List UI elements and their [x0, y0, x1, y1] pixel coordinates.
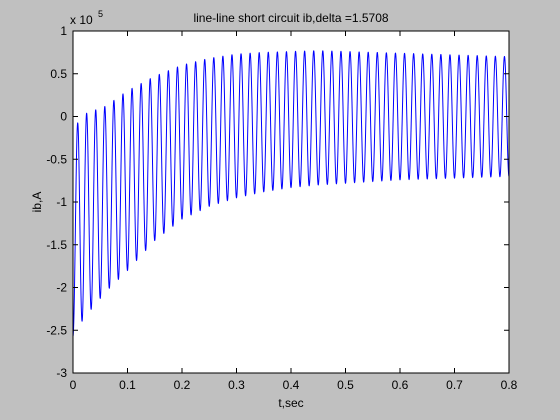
- y-multiplier-exponent: 5: [98, 9, 103, 19]
- y-tick-label: -2.5: [46, 323, 67, 337]
- x-tick-label: 0.3: [228, 378, 245, 392]
- x-tick-label: 0.7: [446, 378, 463, 392]
- plot-area: [73, 31, 509, 373]
- y-tick-label: -1: [56, 195, 67, 209]
- y-tick-label: -2: [56, 281, 67, 295]
- y-tick-label: 1: [60, 24, 67, 38]
- y-multiplier-label: x 10: [70, 13, 93, 27]
- x-tick-label: 0: [70, 378, 77, 392]
- y-axis-label: ib,A: [30, 192, 44, 213]
- chart-title: line-line short circuit ib,delta =1.5708: [193, 11, 388, 25]
- x-tick-label: 0.1: [119, 378, 136, 392]
- y-tick-label: 0.5: [50, 67, 67, 81]
- y-tick-label: -3: [56, 366, 67, 380]
- x-tick-label: 0.8: [501, 378, 518, 392]
- tick-marks: [72, 30, 510, 374]
- x-tick-label: 0.4: [283, 378, 300, 392]
- y-tick-label: -0.5: [46, 152, 67, 166]
- y-tick-labels: 1 0.5 0 -0.5 -1 -1.5 -2 -2.5 -3: [46, 24, 67, 380]
- x-axis-label: t,sec: [278, 396, 303, 410]
- x-tick-label: 0.5: [337, 378, 354, 392]
- series-line: [72, 50, 510, 337]
- waveform-group: [72, 50, 510, 337]
- y-tick-label: -1.5: [46, 238, 67, 252]
- x-tick-label: 0.2: [174, 378, 191, 392]
- x-tick-labels: 0 0.1 0.2 0.3 0.4 0.5 0.6 0.7 0.8: [70, 378, 518, 392]
- y-tick-label: 0: [60, 110, 67, 124]
- x-tick-label: 0.6: [392, 378, 409, 392]
